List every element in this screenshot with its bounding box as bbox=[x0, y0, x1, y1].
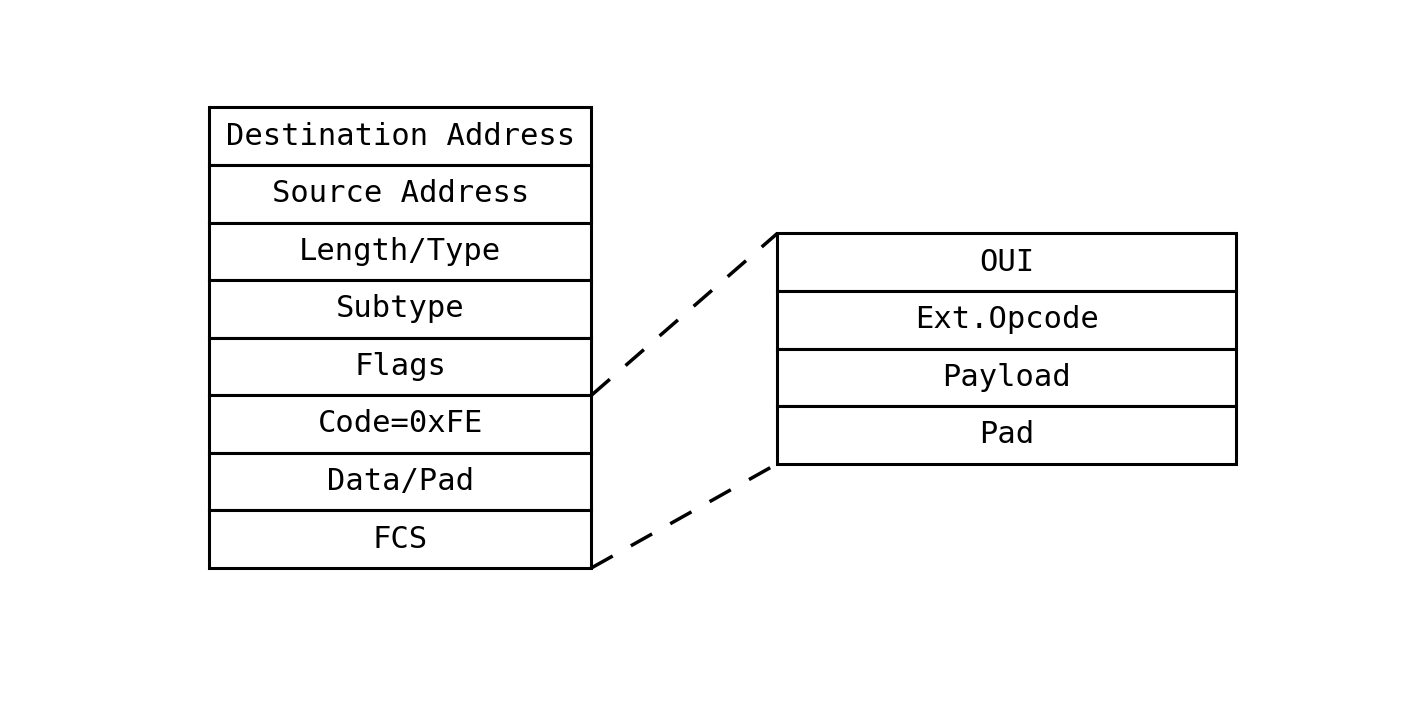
Bar bbox=[209, 395, 592, 453]
Text: Pad: Pad bbox=[979, 421, 1035, 449]
Bar bbox=[777, 291, 1237, 349]
Bar bbox=[209, 165, 592, 222]
Text: Payload: Payload bbox=[942, 363, 1072, 392]
Bar bbox=[209, 453, 592, 511]
Text: Ext.Opcode: Ext.Opcode bbox=[915, 305, 1098, 335]
Bar bbox=[777, 406, 1237, 464]
Bar bbox=[209, 222, 592, 280]
Bar bbox=[209, 108, 592, 165]
Bar bbox=[209, 337, 592, 395]
Bar bbox=[209, 511, 592, 568]
Text: FCS: FCS bbox=[372, 525, 427, 554]
Text: Flags: Flags bbox=[354, 352, 446, 381]
Text: Source Address: Source Address bbox=[272, 179, 529, 208]
Text: Subtype: Subtype bbox=[336, 294, 464, 323]
Bar bbox=[209, 280, 592, 337]
Text: Code=0xFE: Code=0xFE bbox=[317, 409, 484, 439]
Bar bbox=[777, 349, 1237, 406]
Text: Destination Address: Destination Address bbox=[226, 122, 575, 151]
Text: Data/Pad: Data/Pad bbox=[327, 467, 474, 496]
Bar bbox=[777, 234, 1237, 291]
Text: OUI: OUI bbox=[979, 248, 1035, 277]
Text: Length/Type: Length/Type bbox=[299, 237, 502, 266]
